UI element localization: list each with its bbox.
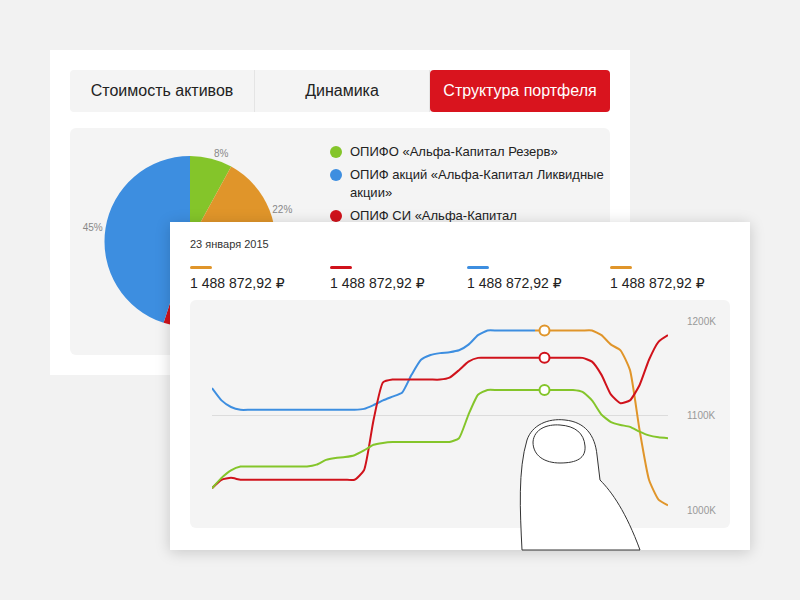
html-text:Структура портфеля: Структура портфеля [443,82,597,99]
svg-text:8%: 8% [214,148,229,159]
html-text:Стоимость активов: Стоимость активов [90,82,234,99]
svg-text:1200K: 1200K [687,316,716,327]
html-text:1 488 872,92 ₽: 1 488 872,92 ₽ [467,275,562,291]
html-text:ОПИФО «Альфа-Капитал Резерв»: ОПИФО «Альфа-Капитал Резерв» [350,144,558,159]
svg-text:1100K: 1100K [687,410,716,421]
html-text:1 488 872,92 ₽: 1 488 872,92 ₽ [610,275,705,291]
svg-text:1000K: 1000K [687,505,716,516]
html-text:1 488 872,92 ₽: 1 488 872,92 ₽ [190,275,285,291]
html-text:23 января 2015: 23 января 2015 [190,238,269,250]
html-text:Динамика: Динамика [305,82,379,99]
html-text:1 488 872,92 ₽: 1 488 872,92 ₽ [330,275,425,291]
svg-text:45%: 45% [83,222,103,233]
html-text:ОПИФ акций «Альфа-Капитал Ликв: ОПИФ акций «Альфа-Капитал Ликвидные акци… [350,167,604,200]
svg-text:22%: 22% [272,204,292,215]
html-text:ОПИФ СИ «Альфа-Капитал: ОПИФ СИ «Альфа-Капитал [350,208,517,223]
